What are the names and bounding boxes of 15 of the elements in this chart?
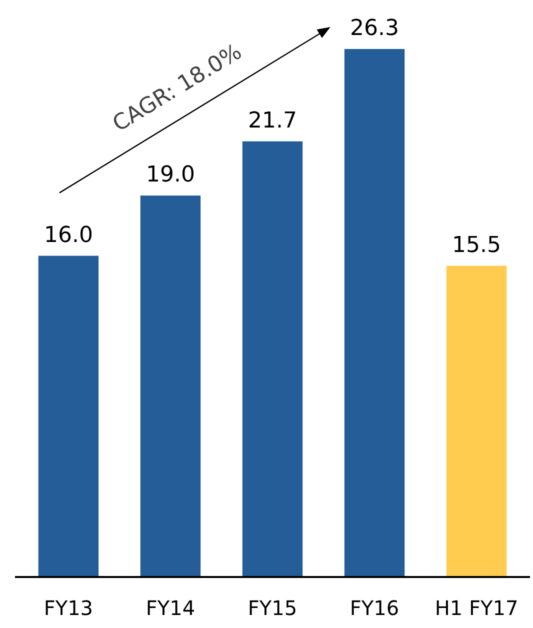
bar: [140, 196, 201, 577]
data-label: 21.7: [248, 108, 297, 134]
x-tick-label: H1 FY17: [434, 596, 518, 620]
x-tick-label: FY16: [350, 596, 400, 620]
data-label: 26.3: [350, 16, 400, 41]
x-tick-label: FY14: [146, 596, 196, 620]
data-label: 15.5: [452, 232, 502, 258]
data-label: 19.0: [146, 162, 195, 188]
bar: [446, 266, 507, 577]
bar: [344, 49, 405, 577]
x-tick-label: FY15: [248, 596, 298, 620]
bar: [38, 256, 99, 577]
data-label: 16.0: [44, 222, 93, 248]
bar: [242, 141, 303, 577]
x-tick-label: FY13: [44, 596, 94, 620]
